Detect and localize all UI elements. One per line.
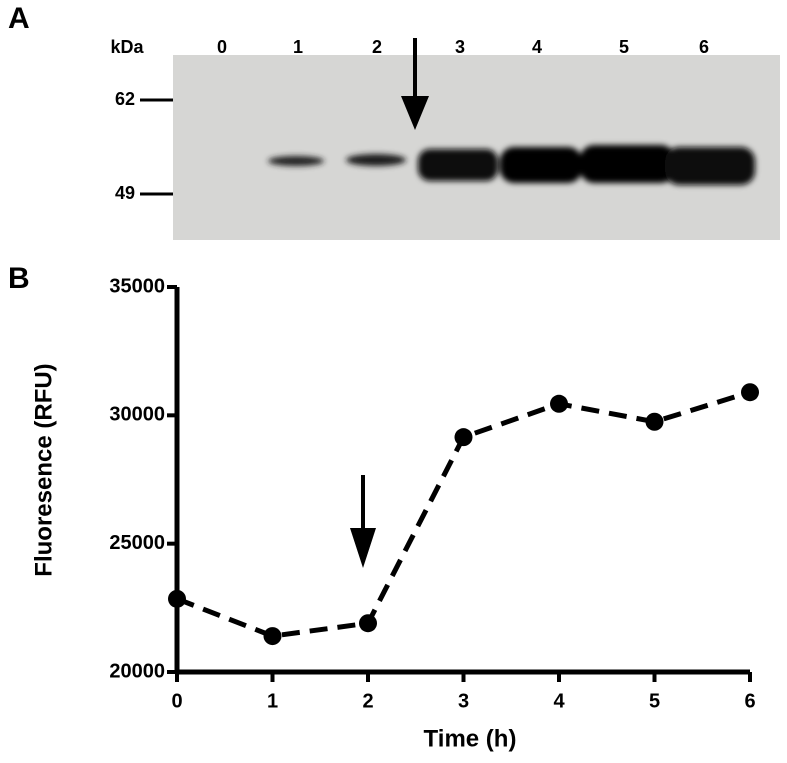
data-point [454,428,473,447]
data-point [263,627,282,646]
x-tick-label: 1 [267,690,278,712]
lane-label: 0 [217,37,227,57]
marker-label: 62 [115,89,135,109]
y-tick-label: 30000 [109,404,165,426]
y-tick-label: 20000 [109,660,165,682]
marker-label: 49 [115,183,135,203]
panel-label: A [8,2,30,35]
x-tick-label: 6 [744,690,755,712]
data-point [359,614,377,633]
lane-label: 1 [293,37,303,57]
lane-label: 5 [619,37,629,57]
panel-label: B [8,262,30,295]
x-tick-label: 2 [362,690,373,712]
data-point [550,394,568,413]
panel-b: B Time (h) Fluoresence (RFU) 20000 25000 3… [8,262,759,752]
arrow-head [350,528,376,568]
data-point [645,412,664,431]
x-tick-label: 5 [649,690,660,712]
y-axis-title: Fluoresence (RFU) [30,363,57,576]
lane-label: 2 [372,37,382,57]
lane-label: 4 [532,37,542,57]
x-tick-label: 3 [458,690,469,712]
panel-a: A kDa 62 49 0 1 2 3 4 5 6 [8,2,780,240]
x-tick-label: 0 [171,690,182,712]
unit-label: kDa [110,37,144,57]
lane-label: 6 [699,37,709,57]
x-tick-label: 4 [553,690,565,712]
x-axis-title: Time (h) [424,725,517,752]
data-point [168,589,186,608]
y-tick-label: 35000 [109,275,165,297]
data-point [741,383,759,402]
arrow-head [401,96,429,130]
y-tick-label: 25000 [109,532,165,554]
lane-label: 3 [455,37,465,57]
bands [268,145,755,185]
